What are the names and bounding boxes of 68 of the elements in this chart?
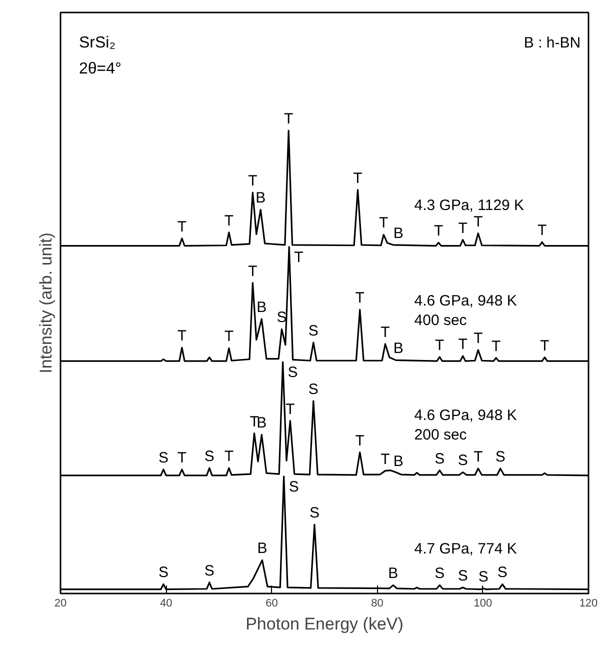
series-label: 4.6 GPa, 948 K 200 sec: [414, 406, 517, 444]
annotation: S: [158, 564, 168, 582]
annotation: B: [256, 414, 267, 432]
annotation: S: [308, 380, 318, 398]
annotation: T: [248, 262, 258, 280]
annotation: T: [224, 212, 234, 230]
annotation: S: [458, 567, 468, 584]
annotation: T: [248, 172, 258, 190]
annotation: T: [380, 450, 390, 468]
x-tick-label: 40: [160, 598, 172, 610]
annotation: S: [276, 309, 287, 326]
annotation: T: [458, 220, 468, 237]
annotation: T: [540, 337, 550, 354]
y-axis-title: Intensity (arb. unit): [36, 232, 56, 374]
annotation: B: [393, 224, 404, 242]
annotation: S: [458, 452, 468, 470]
annotation: S: [434, 565, 445, 582]
text: SrSi₂: [78, 34, 116, 52]
annotation: B: [256, 190, 266, 207]
x-tick-label: 120: [579, 598, 598, 610]
annotation: B: [388, 565, 398, 582]
annotation: S: [478, 568, 488, 586]
x-tick-label: 60: [266, 598, 278, 610]
annotation: T: [434, 222, 444, 240]
annotation: S: [308, 322, 318, 340]
annotation: T: [224, 448, 234, 466]
annotation: T: [492, 338, 501, 355]
annotation: T: [379, 214, 388, 232]
annotation: T: [294, 248, 304, 266]
x-axis-title: Photon Energy (keV): [246, 614, 404, 634]
annotation: S: [204, 562, 214, 580]
annotation: T: [286, 400, 295, 418]
annotation: T: [177, 449, 187, 466]
text: 2θ=4°: [78, 60, 122, 78]
annotation: B: [257, 540, 268, 558]
annotation: S: [288, 364, 298, 382]
annotation: B: [393, 340, 404, 358]
annotation: B: [256, 298, 267, 316]
x-tick-label: 20: [54, 598, 67, 610]
annotation: T: [250, 413, 259, 430]
annotation: S: [158, 449, 168, 466]
annotation: B: [393, 453, 404, 470]
annotation: T: [353, 170, 362, 187]
annotation: T: [380, 324, 390, 341]
annotation: T: [284, 110, 294, 128]
annotation: T: [435, 336, 444, 354]
series-label: 4.3 GPa, 1129 K: [414, 196, 524, 214]
annotation: T: [177, 218, 187, 236]
annotation: T: [355, 290, 364, 307]
annotation: S: [495, 448, 506, 466]
x-tick-label: 80: [371, 598, 384, 610]
x-tick-label: 100: [474, 598, 492, 610]
annotation: T: [177, 328, 187, 345]
annotation: S: [288, 478, 299, 496]
text: 4.7 GPa, 774 K: [414, 540, 517, 558]
text: B : h-BN: [524, 34, 581, 52]
annotation: S: [204, 448, 214, 466]
annotation: S: [497, 564, 508, 582]
annotation: S: [434, 450, 445, 468]
annotation: T: [458, 336, 468, 354]
annotation: T: [474, 213, 483, 230]
annotation: T: [474, 330, 483, 347]
annotation: S: [309, 504, 320, 522]
annotation: T: [355, 432, 364, 450]
annotation: T: [224, 328, 234, 346]
annotation: T: [474, 448, 483, 466]
text: 4.6 GPa, 948 K 400 sec: [414, 292, 517, 330]
annotation: T: [537, 222, 547, 240]
